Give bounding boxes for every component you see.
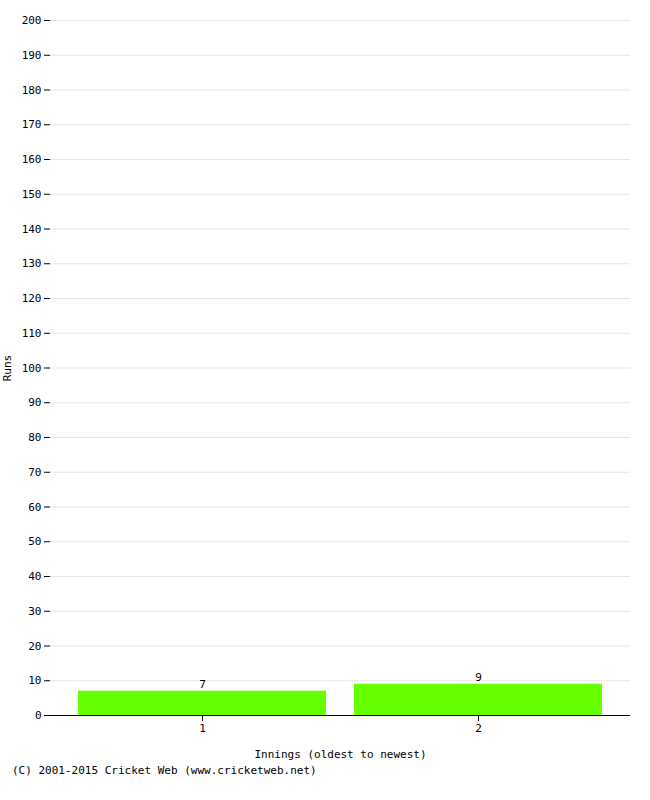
svg-text:200: 200 bbox=[22, 14, 42, 27]
svg-text:40: 40 bbox=[28, 570, 41, 583]
svg-text:180: 180 bbox=[22, 84, 42, 97]
svg-text:Innings (oldest to newest): Innings (oldest to newest) bbox=[254, 748, 426, 761]
svg-text:110: 110 bbox=[22, 327, 42, 340]
svg-text:0: 0 bbox=[35, 709, 42, 722]
svg-text:100: 100 bbox=[22, 362, 42, 375]
html-text:(C) 2001-2015 Cricket Web (www: (C) 2001-2015 Cricket Web (www.cricketwe… bbox=[12, 764, 317, 777]
svg-text:120: 120 bbox=[22, 292, 42, 305]
svg-text:7: 7 bbox=[199, 678, 206, 691]
svg-text:130: 130 bbox=[22, 257, 42, 270]
svg-text:170: 170 bbox=[22, 118, 42, 131]
svg-text:Runs: Runs bbox=[1, 355, 14, 382]
svg-text:9: 9 bbox=[475, 671, 482, 684]
svg-text:190: 190 bbox=[22, 49, 42, 62]
svg-text:50: 50 bbox=[28, 535, 41, 548]
svg-text:2: 2 bbox=[475, 722, 482, 735]
svg-text:90: 90 bbox=[28, 396, 41, 409]
svg-text:140: 140 bbox=[22, 223, 42, 236]
svg-text:150: 150 bbox=[22, 188, 42, 201]
svg-text:1: 1 bbox=[199, 722, 206, 735]
svg-text:160: 160 bbox=[22, 153, 42, 166]
svg-text:30: 30 bbox=[28, 605, 41, 618]
svg-text:60: 60 bbox=[28, 501, 41, 514]
svg-text:70: 70 bbox=[28, 466, 41, 479]
svg-text:20: 20 bbox=[28, 640, 41, 653]
svg-text:10: 10 bbox=[28, 674, 41, 687]
svg-text:80: 80 bbox=[28, 431, 41, 444]
